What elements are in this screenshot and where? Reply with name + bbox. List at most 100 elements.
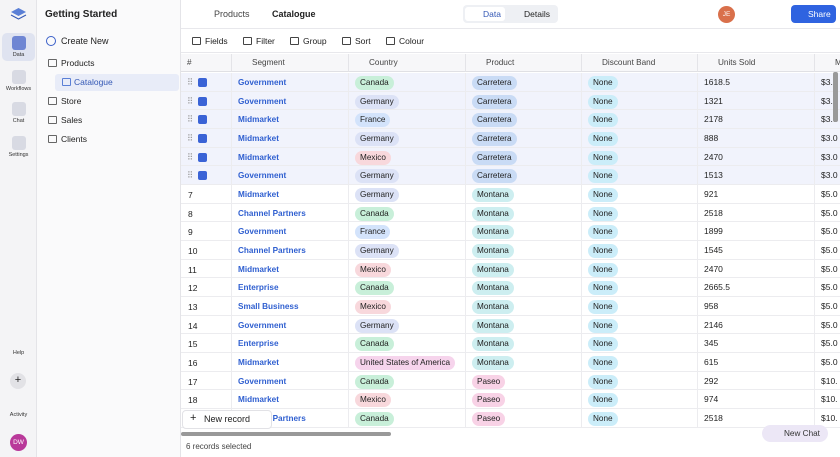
cell: None — [582, 260, 698, 279]
cell: None — [582, 372, 698, 391]
tag: None — [588, 412, 618, 426]
tag: Canada — [355, 281, 394, 295]
cell: $5.0 — [815, 278, 840, 297]
user-avatar[interactable]: DW — [10, 434, 27, 451]
tag: Montana — [472, 263, 514, 277]
row-checkbox[interactable] — [198, 97, 207, 106]
rail-item[interactable]: Data — [0, 36, 37, 58]
cell: 1618.5 — [698, 73, 815, 92]
help[interactable]: Help — [0, 350, 37, 356]
cell: Germany — [349, 316, 466, 335]
cell: Midmarket — [232, 390, 349, 409]
drag-handle[interactable]: ⠿ — [187, 77, 192, 87]
row-checkbox[interactable] — [198, 115, 207, 124]
toolbar-button[interactable]: Colour — [399, 36, 424, 46]
create-new[interactable]: Create New — [61, 36, 109, 46]
segment: Midmarket — [238, 395, 279, 404]
toolbar-button[interactable]: Filter — [256, 36, 275, 46]
cell: None — [582, 129, 698, 148]
row-checkbox[interactable] — [198, 134, 207, 143]
row-checkbox[interactable] — [198, 153, 207, 162]
cell: None — [582, 334, 698, 353]
column-header: Segment — [232, 54, 349, 72]
drag-handle[interactable]: ⠿ — [187, 114, 192, 124]
cell: Montana — [466, 278, 582, 297]
row-checkbox[interactable] — [198, 171, 207, 180]
tab[interactable]: Details — [524, 9, 550, 19]
breadcrumb[interactable]: Products — [214, 9, 250, 19]
table-item[interactable]: Clients — [61, 134, 87, 144]
cell: 345 — [698, 334, 815, 353]
number: $3.0 — [821, 170, 838, 180]
table-item[interactable]: Catalogue — [74, 77, 113, 87]
number: 2470 — [704, 152, 723, 162]
segment: Government — [238, 227, 286, 236]
number: $5.0 — [821, 357, 838, 367]
icon — [12, 102, 26, 116]
row-number: 14 — [188, 321, 197, 331]
toolbar-button[interactable]: Group — [303, 36, 327, 46]
cell: 1899 — [698, 222, 815, 241]
cell: $10. — [815, 372, 840, 391]
workspace-title[interactable]: Getting Started — [45, 9, 117, 20]
drag-handle[interactable]: ⠿ — [187, 96, 192, 106]
tag: Montana — [472, 281, 514, 295]
segment: Government — [238, 377, 286, 386]
cell: 1513 — [698, 166, 815, 185]
drag-handle[interactable]: ⠿ — [187, 152, 192, 162]
cell: Paseo — [466, 372, 582, 391]
drag-handle[interactable]: ⠿ — [187, 133, 192, 143]
breadcrumb[interactable]: Catalogue — [272, 9, 316, 19]
table-item[interactable]: Sales — [61, 115, 82, 125]
table-item[interactable]: Store — [61, 96, 81, 106]
tag: Montana — [472, 225, 514, 239]
row-number: 13 — [188, 302, 197, 312]
toolbar-icon — [290, 37, 299, 45]
new-chat[interactable]: New Chat — [762, 425, 828, 442]
tag: Germany — [355, 244, 399, 258]
row-checkbox[interactable] — [198, 78, 207, 87]
cell: 2470 — [698, 260, 815, 279]
tag: Germany — [355, 319, 399, 333]
cell: Midmarket — [232, 129, 349, 148]
table-icon — [48, 97, 57, 105]
segment: Small Business — [238, 302, 299, 311]
activity[interactable]: Activity — [0, 412, 37, 418]
number: $5.0 — [821, 338, 838, 348]
cell: $5.0 — [815, 222, 840, 241]
cell: $10. — [815, 390, 840, 409]
segment: Enterprise — [238, 339, 279, 348]
tag: None — [588, 263, 618, 277]
cell: 2470 — [698, 148, 815, 167]
cell: None — [582, 409, 698, 428]
drag-handle[interactable]: ⠿ — [187, 170, 192, 180]
toolbar — [181, 29, 840, 53]
rail-item[interactable]: Chat — [0, 102, 37, 124]
share-button[interactable]: Share — [791, 5, 836, 23]
number: $5.0 — [821, 301, 838, 311]
avatar[interactable]: JE — [718, 6, 735, 23]
add-button[interactable]: + — [10, 373, 26, 389]
number: $3.0 — [821, 133, 838, 143]
status: 6 records selected — [186, 442, 251, 451]
rail-item[interactable]: Workflows — [0, 70, 37, 92]
tab[interactable]: Data — [483, 9, 501, 19]
toolbar-button[interactable]: Sort — [355, 36, 371, 46]
cell: Government — [232, 316, 349, 335]
number: $5.0 — [821, 226, 838, 236]
new-record[interactable]: New record — [204, 414, 250, 424]
label: Data — [0, 52, 37, 58]
column-header: Discount Band — [582, 54, 698, 72]
column-header: Ma — [815, 54, 840, 72]
rail-item[interactable]: Settings — [0, 136, 37, 158]
toolbar-button[interactable]: Fields — [205, 36, 228, 46]
segment: Channel Partners — [238, 209, 306, 218]
table-item[interactable]: Products — [61, 58, 95, 68]
number: $10. — [821, 376, 838, 386]
tag: None — [588, 319, 618, 333]
segment: Midmarket — [238, 358, 279, 367]
number: 2146 — [704, 320, 723, 330]
number: 1545 — [704, 245, 723, 255]
cell: 292 — [698, 372, 815, 391]
cell: None — [582, 390, 698, 409]
